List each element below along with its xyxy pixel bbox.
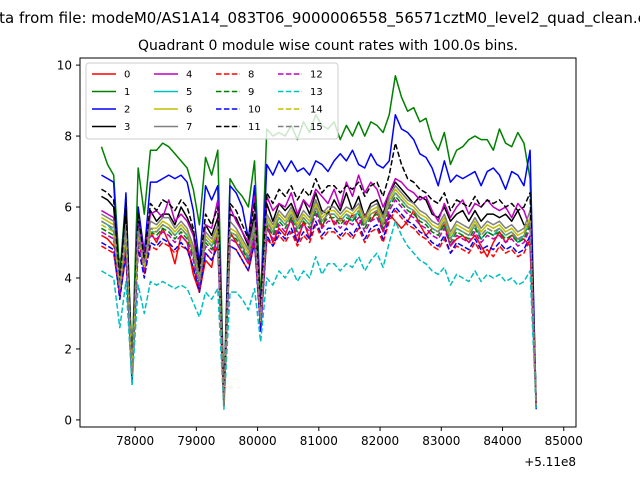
legend-label-15: 15 xyxy=(310,122,323,133)
chart-title: Quadrant 0 module wise count rates with … xyxy=(138,38,518,54)
y-tick-label: 8 xyxy=(64,130,72,144)
x-tick-label: 78000 xyxy=(116,434,154,448)
series-line-6 xyxy=(101,188,537,406)
legend-label-7: 7 xyxy=(186,122,192,133)
legend-label-2: 2 xyxy=(124,105,130,116)
series-line-13 xyxy=(101,220,537,411)
legend-label-6: 6 xyxy=(186,105,192,116)
legend-frame xyxy=(85,62,339,140)
y-tick-label: 4 xyxy=(64,271,72,285)
series-line-12 xyxy=(101,199,537,407)
legend-label-3: 3 xyxy=(124,122,130,133)
x-tick-label: 79000 xyxy=(177,434,215,448)
series-line-7 xyxy=(101,184,537,406)
legend-label-9: 9 xyxy=(248,87,254,98)
legend-label-13: 13 xyxy=(310,87,323,98)
figure-suptitle: Data from file: modeM0/AS1A14_083T06_900… xyxy=(0,9,640,28)
y-axis-ticks: 0 2 4 6 8 10 xyxy=(57,59,80,427)
y-tick-label: 6 xyxy=(64,201,72,215)
x-tick-label: 82000 xyxy=(361,434,399,448)
series-lines-group xyxy=(100,74,537,411)
x-tick-label: 84000 xyxy=(483,434,521,448)
x-axis-ticks: 78000 79000 80000 81000 82000 83000 84000 85000 xyxy=(116,427,583,448)
series-line-15 xyxy=(101,192,537,407)
x-tick-label: 80000 xyxy=(238,434,276,448)
series-line-8 xyxy=(101,209,537,407)
x-tick-label: 81000 xyxy=(300,434,338,448)
x-axis-offset-label: +5.11e8 xyxy=(524,455,576,469)
legend-label-0: 0 xyxy=(124,70,130,81)
legend-label-5: 5 xyxy=(186,87,192,98)
legend-label-11: 11 xyxy=(248,122,261,133)
series-line-9 xyxy=(101,195,537,407)
x-tick-label: 83000 xyxy=(422,434,460,448)
legend-label-14: 14 xyxy=(310,105,323,116)
series-line-10 xyxy=(101,206,537,410)
series-line-11 xyxy=(101,142,537,407)
legend-label-1: 1 xyxy=(124,87,130,98)
axes-frame xyxy=(79,57,577,428)
legend-label-8: 8 xyxy=(248,70,254,81)
y-tick-label: 2 xyxy=(64,342,72,356)
x-tick-label: 85000 xyxy=(545,434,583,448)
series-line-4 xyxy=(101,174,537,406)
series-line-3 xyxy=(101,181,537,407)
legend-label-12: 12 xyxy=(310,70,323,81)
series-line-2 xyxy=(101,114,537,410)
y-tick-label: 0 xyxy=(64,413,72,427)
y-tick-label: 10 xyxy=(57,59,72,73)
legend-label-4: 4 xyxy=(186,70,192,81)
legend-label-10: 10 xyxy=(248,105,261,116)
